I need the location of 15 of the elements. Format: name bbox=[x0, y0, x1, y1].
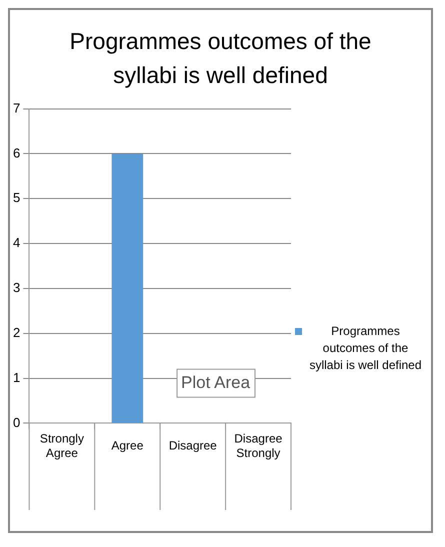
y-tick-label: 0 bbox=[12, 414, 20, 430]
annotation: Plot Area bbox=[181, 372, 251, 392]
chart-title: Programmes outcomes of the syllabi is well defined bbox=[68, 27, 372, 90]
y-tick-label: 5 bbox=[12, 190, 20, 206]
y-tick-label: 2 bbox=[12, 324, 20, 340]
x-tick-label: Strongly Agree bbox=[40, 432, 84, 460]
y-tick-label: 4 bbox=[12, 235, 20, 250]
x-tick-label: Disagree Strongly bbox=[234, 432, 283, 460]
x-tick-label: Agree bbox=[111, 438, 144, 453]
y-tick-label: 3 bbox=[12, 280, 20, 296]
y-tick-label: 7 bbox=[12, 100, 20, 116]
y-tick-label: 6 bbox=[12, 145, 20, 160]
x-tick-label: Disagree bbox=[168, 438, 218, 453]
y-tick-label: 1 bbox=[12, 370, 20, 385]
text: Programmes outcomes of the syllabi is well defined bbox=[308, 322, 423, 374]
